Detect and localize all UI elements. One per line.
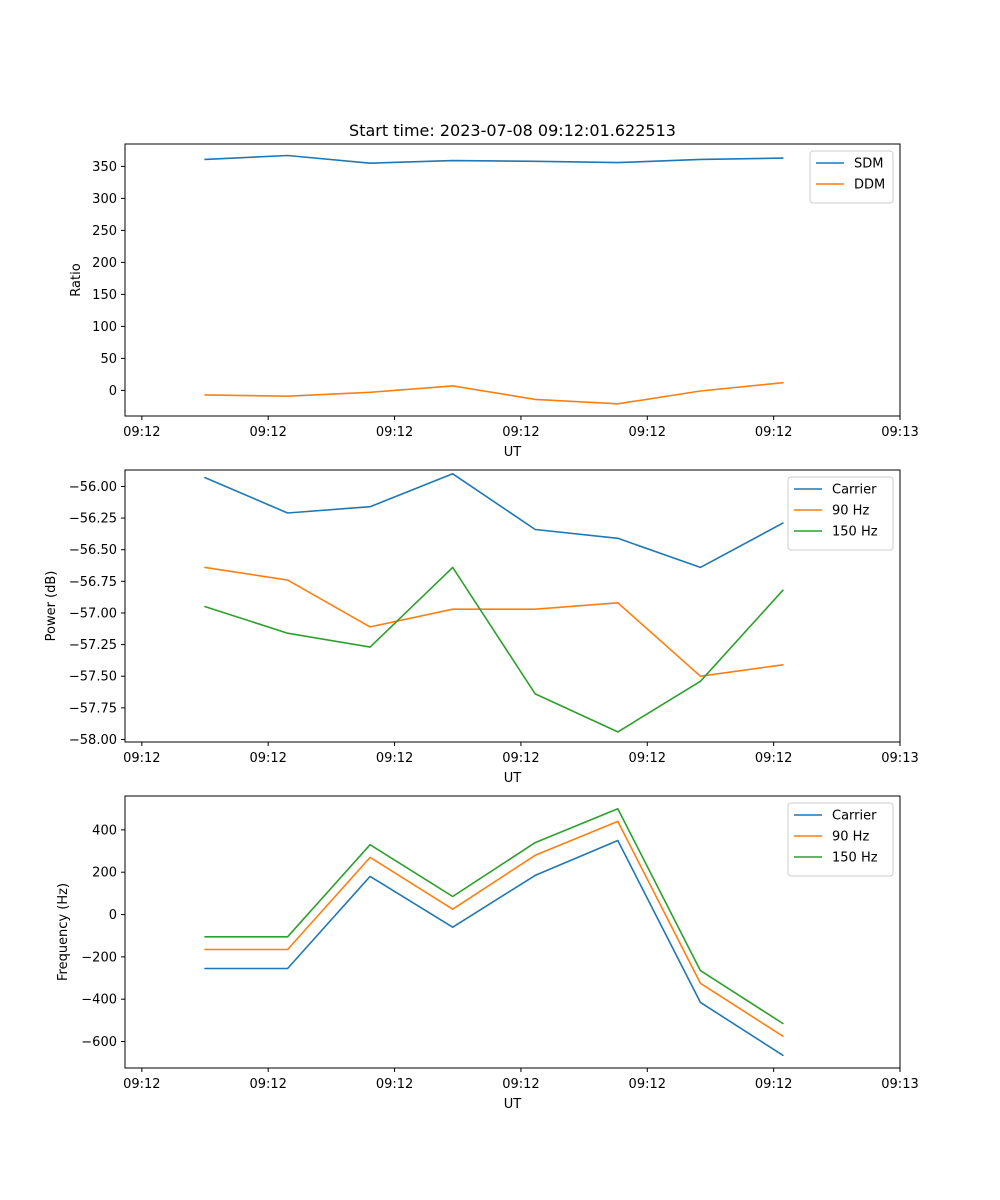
x-tick-label: 09:12: [123, 751, 160, 766]
axes-frame: [124, 469, 901, 743]
chart-title: Start time: 2023-07-08 09:12:01.622513: [349, 121, 676, 140]
x-tick-label: 09:13: [881, 1077, 918, 1092]
x-tick-label: 09:13: [881, 751, 918, 766]
y-tick-label: −400: [81, 993, 117, 1008]
legend: Carrier 90 Hz 150 Hz: [787, 476, 894, 551]
y-tick-label: 150: [92, 288, 117, 303]
series-line-carrier: [204, 472, 784, 569]
y-tick-label: −56.00: [69, 480, 117, 495]
series-line-90-hz: [204, 566, 784, 678]
legend-label: Carrier: [832, 483, 877, 498]
y-tick-label: 250: [92, 224, 117, 239]
y-axis-label: Power (dB): [44, 571, 59, 642]
x-tick-label: 09:12: [629, 751, 666, 766]
x-tick-label: 09:12: [502, 1077, 539, 1092]
y-axis-label: Ratio: [69, 263, 84, 296]
x-tick-label: 09:12: [755, 425, 792, 440]
y-tick-label: 50: [100, 352, 117, 367]
x-axis-label: UT: [504, 445, 522, 460]
legend-label: SDM: [854, 157, 883, 172]
x-tick-label: 09:12: [502, 751, 539, 766]
series-line-150-hz: [204, 566, 784, 733]
x-tick-label: 09:12: [249, 1077, 286, 1092]
y-tick-label: 300: [92, 192, 117, 207]
legend-label: Carrier: [832, 809, 877, 824]
x-tick-label: 09:12: [123, 425, 160, 440]
legend-label: DDM: [854, 178, 885, 193]
y-tick-label: −200: [81, 950, 117, 965]
x-tick-label: 09:12: [502, 425, 539, 440]
x-tick-label: 09:13: [881, 425, 918, 440]
panel-2: 09:12 09:12 09:12 09:12 09:12 09:12 09:13 −58.0…: [44, 469, 919, 786]
x-tick-label: 09:12: [123, 1077, 160, 1092]
y-axis-label: Frequency (Hz): [56, 883, 71, 981]
y-tick-label: −57.75: [69, 701, 117, 716]
x-axis-label: UT: [504, 1097, 522, 1112]
legend: Carrier 90 Hz 150 Hz: [787, 802, 894, 877]
series-line-sdm: [204, 154, 784, 164]
y-tick-label: 0: [109, 908, 117, 923]
y-tick-label: −600: [81, 1035, 117, 1050]
x-tick-label: 09:12: [249, 425, 286, 440]
x-tick-label: 09:12: [376, 425, 413, 440]
legend-label: 90 Hz: [832, 830, 869, 845]
legend-label: 90 Hz: [832, 504, 869, 519]
y-tick-label: 200: [92, 256, 117, 271]
y-tick-label: −56.75: [69, 575, 117, 590]
panel-3: 09:12 09:12 09:12 09:12 09:12 09:12 09:13 −600 −…: [56, 795, 919, 1112]
legend: SDM DDM: [809, 150, 894, 204]
legend-label: 150 Hz: [832, 851, 878, 866]
series-line-ddm: [204, 381, 784, 405]
y-tick-label: −58.00: [69, 733, 117, 748]
axes-frame: [124, 795, 901, 1069]
series-line-150-hz: [204, 807, 784, 1025]
x-tick-label: 09:12: [376, 1077, 413, 1092]
legend-box: [809, 150, 894, 204]
x-tick-label: 09:12: [629, 1077, 666, 1092]
series-line-carrier: [204, 839, 784, 1057]
panel-1: Start time: 2023-07-08 09:12:01.622513 09…: [69, 121, 919, 460]
y-tick-label: −56.25: [69, 512, 117, 527]
series-line-90-hz: [204, 820, 784, 1037]
y-tick-label: −57.25: [69, 638, 117, 653]
y-tick-label: 0: [109, 384, 117, 399]
x-axis-label: UT: [504, 771, 522, 786]
axes-frame: [124, 143, 901, 417]
legend-label: 150 Hz: [832, 525, 878, 540]
y-tick-label: 200: [92, 866, 117, 881]
x-tick-label: 09:12: [249, 751, 286, 766]
y-tick-label: −57.50: [69, 670, 117, 685]
x-tick-label: 09:12: [755, 751, 792, 766]
y-tick-label: 400: [92, 823, 117, 838]
x-tick-label: 09:12: [755, 1077, 792, 1092]
y-tick-label: −56.50: [69, 543, 117, 558]
x-tick-label: 09:12: [629, 425, 666, 440]
y-tick-label: −57.00: [69, 606, 117, 621]
y-tick-label: 350: [92, 160, 117, 175]
y-tick-label: 100: [92, 320, 117, 335]
x-tick-label: 09:12: [376, 751, 413, 766]
